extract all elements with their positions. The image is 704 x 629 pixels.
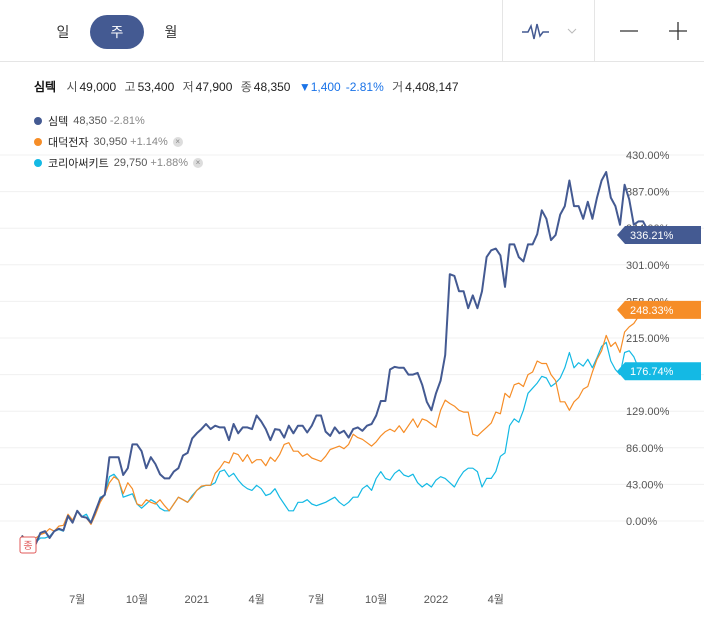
legend-name: 코리아써키트 (48, 157, 109, 170)
tab-day[interactable]: 일 (56, 24, 70, 40)
legend-dot (34, 158, 42, 167)
series-line-1 (21, 171, 653, 550)
x-tick-label: 2022 (424, 594, 448, 606)
y-tick-label: 301.00% (626, 260, 670, 272)
y-tick-label: 387.00% (626, 187, 670, 199)
last-value-badge: 176.74% (617, 362, 701, 381)
open-label: 시 (66, 80, 78, 94)
chart-legend: 심텍 48,350 -2.81% 대덕전자 30,950 +1.14% × 코리… (34, 110, 204, 173)
y-tick-label: 129.00% (626, 406, 670, 418)
badge-label: 176.74% (630, 366, 674, 378)
period-toolbar: 일 주 월 (0, 0, 704, 62)
toolbar-divider (594, 0, 595, 62)
legend-price: 48,350 (73, 114, 107, 127)
y-tick-label: 0.00% (626, 516, 657, 528)
x-tick-label: 10월 (365, 593, 387, 606)
remove-comparison-icon[interactable]: × (172, 136, 183, 147)
series-line-2 (21, 307, 653, 541)
y-tick-label: 430.00% (626, 150, 670, 162)
legend-item: 심텍 48,350 -2.81% (34, 110, 203, 131)
minus-icon (620, 30, 638, 32)
remove-comparison-icon[interactable]: × (193, 157, 204, 168)
x-tick-label: 4월 (488, 593, 504, 606)
low-label: 저 (182, 80, 194, 94)
legend-name: 심텍 (48, 115, 69, 128)
start-marker-label: 종 (23, 540, 32, 552)
badge-label: 248.33% (630, 305, 674, 317)
x-tick-label: 10월 (126, 593, 148, 606)
comparison-line-chart: 430.00%387.00%344.00%301.00%258.00%215.0… (0, 150, 704, 606)
change-value: ▼1,400 (298, 80, 341, 94)
y-tick-label: 43.00% (626, 479, 664, 491)
last-value-badge: 248.33% (617, 300, 701, 319)
legend-item: 코리아써키트 29,750 +1.88% × (34, 152, 204, 173)
legend-name: 대덕전자 (48, 136, 89, 149)
legend-change: +1.14% (130, 135, 168, 148)
y-tick-label: 86.00% (626, 443, 664, 455)
start-marker-box (19, 536, 37, 554)
legend-dot (34, 137, 42, 146)
x-tick-label: 2021 (185, 594, 209, 606)
zoom-out-button[interactable] (612, 20, 646, 42)
ticker-summary: 심텍 시 49,000 고 53,400 저 47,900 종 48,350 ▼1,40… (34, 78, 464, 95)
ticker-name: 심텍 (34, 80, 57, 94)
high-label: 고 (124, 80, 136, 94)
zoom-in-button[interactable] (661, 20, 695, 42)
high-value: 53,400 (137, 80, 175, 94)
legend-dot (34, 116, 42, 125)
plus-icon (669, 22, 687, 40)
legend-change: -2.81% (109, 114, 145, 127)
tab-week[interactable]: 주 (90, 15, 144, 49)
series-line-3 (21, 341, 653, 552)
badge-shape (617, 300, 701, 319)
badge-label: 336.21% (630, 230, 674, 242)
chart-type-selector[interactable] (516, 18, 586, 46)
change-percent: -2.81% (345, 80, 384, 94)
low-value: 47,900 (195, 80, 233, 94)
close-value: 48,350 (253, 80, 291, 94)
volume-label: 거 (392, 80, 404, 94)
start-marker: 종 (19, 536, 37, 554)
badge-shape (617, 226, 701, 245)
line-pulse-icon (522, 23, 577, 40)
close-label: 종 (240, 80, 252, 94)
legend-change: +1.88% (150, 156, 189, 169)
volume-value: 4,408,147 (405, 80, 459, 94)
legend-price: 29,750 (113, 156, 148, 169)
legend-price: 30,950 (93, 135, 128, 148)
open-value: 49,000 (79, 80, 117, 94)
x-tick-label: 4월 (248, 593, 264, 606)
legend-item: 대덕전자 30,950 +1.14% × (34, 131, 203, 152)
badge-shape (617, 362, 701, 381)
x-tick-label: 7월 (308, 593, 324, 606)
tab-month[interactable]: 월 (164, 24, 178, 40)
last-value-badge: 336.21% (617, 226, 701, 245)
toolbar-divider (502, 0, 503, 62)
y-tick-label: 215.00% (626, 333, 670, 345)
x-tick-label: 7월 (69, 593, 85, 606)
